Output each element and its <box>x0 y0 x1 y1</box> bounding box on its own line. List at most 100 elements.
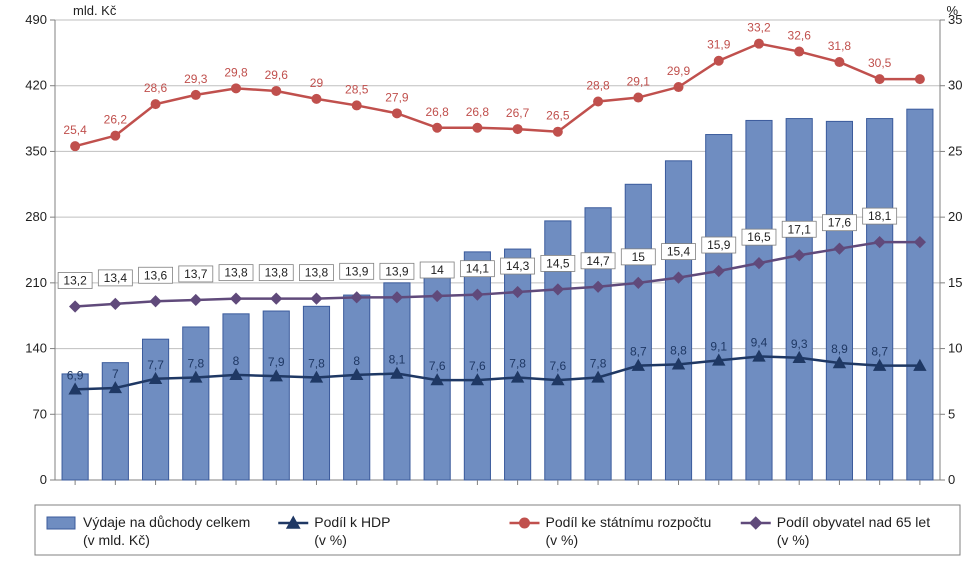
combo-chart: 0 70 140 210 280 350 420 490 mld. Kč 0 5 10 15 20 25 30… <box>0 0 980 565</box>
series-label-obyv65: 14,7 <box>581 253 615 269</box>
series-label-hdp: 8,7 <box>630 345 647 359</box>
series-label-rozpoctu: 29,8 <box>224 65 248 79</box>
bar <box>826 121 852 480</box>
bar <box>585 208 611 480</box>
series-label-obyv65: 15,4 <box>662 244 696 260</box>
series-label-obyv65: 13,7 <box>179 266 213 282</box>
bar <box>907 109 933 480</box>
series-label-hdp: 7,7 <box>147 358 164 372</box>
bar <box>706 135 732 480</box>
right-axis-tick: 25 <box>948 143 962 158</box>
svg-text:13,2: 13,2 <box>63 274 87 288</box>
series-label-hdp: 8,7 <box>871 345 888 359</box>
bar <box>183 327 209 480</box>
left-axis-tick: 350 <box>25 143 47 158</box>
legend-label: (v %) <box>777 532 810 548</box>
right-axis-tick: 10 <box>948 341 962 356</box>
svg-text:13,4: 13,4 <box>104 271 128 285</box>
svg-text:13,6: 13,6 <box>144 268 168 282</box>
series-label-rozpoctu: 28,6 <box>144 81 168 95</box>
series-label-rozpoctu: 26,7 <box>506 106 530 120</box>
bar <box>867 119 893 480</box>
left-axis-title: mld. Kč <box>73 3 117 18</box>
series-label-obyv65: 15 <box>621 249 655 265</box>
svg-text:13,8: 13,8 <box>224 266 248 280</box>
left-axis-tick: 280 <box>25 209 47 224</box>
series-label-obyv65: 13,9 <box>380 263 414 279</box>
bar <box>303 306 329 480</box>
series-label-hdp: 7,6 <box>549 359 566 373</box>
series-label-rozpoctu: 26,2 <box>104 113 128 127</box>
bar <box>786 119 812 480</box>
series-label-obyv65: 13,4 <box>98 270 132 286</box>
series-label-rozpoctu: 29,1 <box>627 75 651 89</box>
bar <box>263 311 289 480</box>
series-label-rozpoctu: 26,5 <box>546 109 570 123</box>
legend-label: (v mld. Kč) <box>83 532 150 548</box>
right-axis-tick: 0 <box>948 472 955 487</box>
series-label-hdp: 9,4 <box>751 335 768 349</box>
series-label-rozpoctu: 25,4 <box>63 123 87 137</box>
series-label-hdp: 8,9 <box>831 342 848 356</box>
right-axis-tick: 20 <box>948 209 962 224</box>
series-label-obyv65: 13,9 <box>340 263 374 279</box>
series-label-obyv65: 13,8 <box>259 265 293 281</box>
left-axis-tick: 210 <box>25 275 47 290</box>
series-label-rozpoctu: 31,8 <box>828 39 852 53</box>
left-axis-tick: 140 <box>25 341 47 356</box>
chart-container: 0 70 140 210 280 350 420 490 mld. Kč 0 5 10 15 20 25 30… <box>0 0 980 565</box>
series-label-obyv65: 13,8 <box>299 265 333 281</box>
left-axis-tick: 420 <box>25 78 47 93</box>
svg-text:13,7: 13,7 <box>184 267 208 281</box>
series-label-rozpoctu: 31,9 <box>707 38 731 52</box>
right-axis-tick: 5 <box>948 406 955 421</box>
legend-label: (v %) <box>314 532 347 548</box>
svg-text:16,5: 16,5 <box>747 230 771 244</box>
series-label-obyv65: 17,1 <box>782 221 816 237</box>
series-label-obyv65: 14 <box>420 262 454 278</box>
series-label-hdp: 7,9 <box>268 355 285 369</box>
series-label-hdp: 9,3 <box>791 337 808 351</box>
bar <box>384 283 410 480</box>
series-label-hdp: 8,1 <box>389 353 406 367</box>
bar <box>625 184 651 480</box>
series-label-obyv65: 14,3 <box>501 258 535 274</box>
series-label-obyv65: 13,2 <box>58 273 92 289</box>
svg-text:14,7: 14,7 <box>586 254 610 268</box>
svg-text:13,9: 13,9 <box>385 264 409 278</box>
svg-text:18,1: 18,1 <box>868 209 892 223</box>
series-label-rozpoctu: 29,3 <box>184 72 208 86</box>
series-label-hdp: 8 <box>353 354 360 368</box>
legend-label: Podíl obyvatel nad 65 let <box>777 514 930 530</box>
series-label-rozpoctu: 27,9 <box>385 90 409 104</box>
svg-text:15,9: 15,9 <box>707 238 731 252</box>
series-label-hdp: 7,8 <box>308 356 325 370</box>
right-axis-tick: 15 <box>948 275 962 290</box>
series-label-hdp: 7,6 <box>429 359 446 373</box>
series-label-obyv65: 14,5 <box>541 255 575 271</box>
legend-label: Podíl k HDP <box>314 514 390 530</box>
series-label-hdp: 8 <box>233 354 240 368</box>
series-label-rozpoctu: 26,8 <box>466 105 490 119</box>
svg-text:14,5: 14,5 <box>546 256 570 270</box>
series-label-hdp: 7,8 <box>187 356 204 370</box>
left-axis-tick: 70 <box>33 406 47 421</box>
series-label-obyv65: 14,1 <box>460 261 494 277</box>
series-label-hdp: 7 <box>112 367 119 381</box>
series-label-hdp: 7,8 <box>590 356 607 370</box>
bar <box>223 314 249 480</box>
svg-text:13,9: 13,9 <box>345 264 369 278</box>
right-axis-title: % <box>946 3 958 18</box>
svg-text:14: 14 <box>430 263 444 277</box>
left-axis-tick: 0 <box>40 472 47 487</box>
svg-text:15: 15 <box>632 250 646 264</box>
series-label-hdp: 7,8 <box>509 356 526 370</box>
left-axis-tick: 490 <box>25 12 47 27</box>
series-label-obyv65: 13,8 <box>219 265 253 281</box>
svg-text:13,8: 13,8 <box>265 266 289 280</box>
right-axis-tick: 30 <box>948 78 962 93</box>
svg-text:13,8: 13,8 <box>305 266 329 280</box>
series-label-obyv65: 17,6 <box>822 215 856 231</box>
series-label-rozpoctu: 30,5 <box>868 56 892 70</box>
series-label-hdp: 8,8 <box>670 343 687 357</box>
